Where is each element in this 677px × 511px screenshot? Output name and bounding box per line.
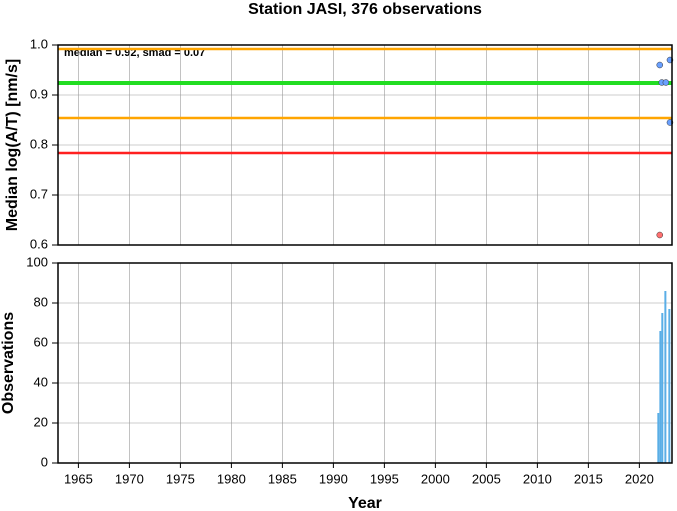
point	[656, 231, 664, 239]
y-tick-label: 0.7	[30, 186, 48, 201]
x-tick-label: 2020	[625, 471, 654, 486]
point	[656, 61, 664, 69]
y-tick-label: 80	[34, 294, 48, 309]
y-tick-label: 40	[34, 374, 48, 389]
bar	[661, 313, 664, 463]
y-axis-label: Median log(A/T) [nm/s]	[4, 59, 21, 231]
y-tick-label: 0	[41, 454, 48, 469]
bar	[659, 331, 662, 463]
x-tick-label: 1990	[319, 471, 348, 486]
y-tick-label: 0.6	[30, 236, 48, 251]
y-tick-label: 60	[34, 334, 48, 349]
x-tick-label: 2015	[574, 471, 603, 486]
y-tick-label: 1.0	[30, 36, 48, 51]
x-tick-label: 1970	[115, 471, 144, 486]
x-tick-label: 1980	[217, 471, 246, 486]
x-axis-label: Year	[348, 495, 382, 511]
bar	[664, 291, 667, 463]
y-tick-label: 20	[34, 414, 48, 429]
chart-title: Station JASI, 376 observations	[248, 1, 482, 18]
x-tick-label: 1975	[166, 471, 195, 486]
x-tick-label: 1995	[370, 471, 399, 486]
x-tick-label: 2010	[523, 471, 552, 486]
y-tick-label: 100	[26, 254, 48, 269]
bar	[668, 309, 671, 463]
x-tick-label: 1985	[268, 471, 297, 486]
y-tick-label: 0.9	[30, 86, 48, 101]
y-axis-label: Observations	[0, 312, 17, 414]
x-tick-label: 1965	[64, 471, 93, 486]
x-tick-label: 2005	[472, 471, 501, 486]
plot-frame	[57, 262, 673, 464]
plot-frame	[57, 44, 673, 246]
x-tick-label: 2000	[421, 471, 450, 486]
point	[662, 79, 670, 86]
bar	[657, 413, 660, 463]
y-tick-label: 0.8	[30, 136, 48, 151]
